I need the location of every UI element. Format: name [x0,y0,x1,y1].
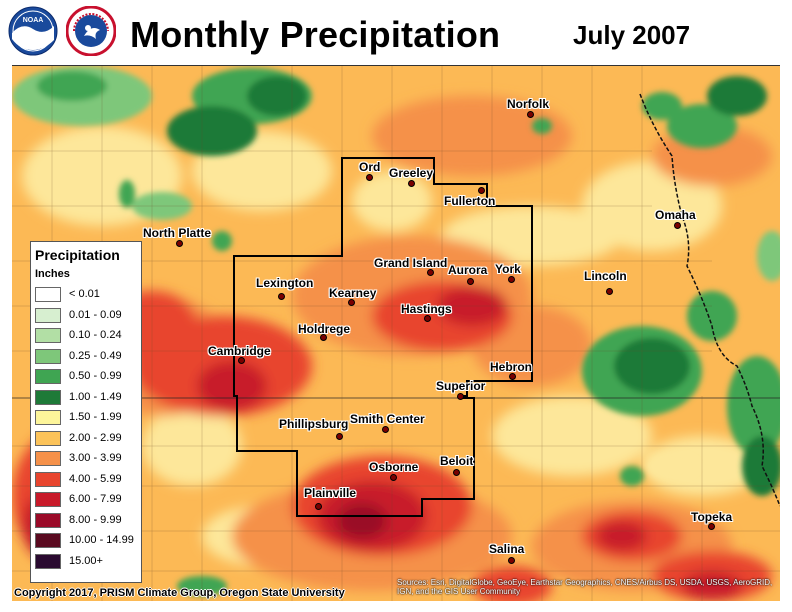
legend-label: 15.00+ [69,554,103,567]
city-marker [408,180,415,187]
city-label-smith-center: Smith Center [350,412,425,426]
legend-units: Inches [35,268,70,280]
city-marker [424,315,431,322]
city-marker [606,288,613,295]
city-marker [390,474,397,481]
map-date: July 2007 [573,20,691,50]
nws-logo [65,5,117,57]
legend-label: 0.25 - 0.49 [69,349,122,362]
city-marker [336,433,343,440]
city-label-greeley: Greeley [389,166,434,180]
city-label-omaha: Omaha [655,208,696,222]
legend-label: 10.00 - 14.99 [69,534,134,546]
city-marker [427,269,434,276]
city-label-osborne: Osborne [369,460,419,474]
city-label-salina: Salina [489,542,525,556]
city-label-york: York [495,262,521,276]
city-marker [453,469,460,476]
city-label-phillipsburg: Phillipsburg [279,417,349,431]
city-label-kearney: Kearney [329,286,377,300]
legend-label: 1.50 - 1.99 [69,411,122,423]
city-marker [366,174,373,181]
legend-label: 2.00 - 2.99 [69,431,122,444]
city-marker [278,293,285,300]
city-label-hebron: Hebron [490,360,532,374]
city-label-norfolk: Norfolk [507,97,549,111]
city-marker [508,276,515,283]
city-label-beloit: Beloit [440,454,474,468]
legend-label: 8.00 - 9.99 [69,513,122,526]
legend-swatch [35,287,61,302]
city-label-lexington: Lexington [256,276,314,290]
city-label-topeka: Topeka [691,510,733,524]
city-label-hastings: Hastings [401,302,452,316]
city-label-lincoln: Lincoln [584,269,627,283]
city-label-cambridge: Cambridge [208,344,271,358]
city-marker [382,426,389,433]
legend-swatch [35,471,61,487]
legend-swatch [35,328,61,343]
city-marker [315,503,322,510]
legend-swatch [35,307,61,323]
legend-swatch [35,369,61,384]
legend-swatch [35,389,61,405]
legend-label: < 0.01 [69,288,100,300]
city-label-north-platte: North Platte [143,226,212,240]
city-label-grand-island: Grand Island [374,256,448,270]
legend-swatch [35,553,61,569]
map-sources-text: Sources: Esri, DigitalGlobe, GeoEye, Ear… [397,578,773,596]
legend-label: 3.00 - 3.99 [69,452,122,464]
city-marker [348,299,355,306]
city-marker [527,111,534,118]
noaa-logo-text: NOAA [23,17,44,24]
city-label-fullerton: Fullerton [444,194,496,208]
legend-label: 6.00 - 7.99 [69,493,122,505]
city-label-plainville: Plainville [304,486,357,500]
city-label-aurora: Aurora [448,263,488,277]
legend-label: 0.50 - 0.99 [69,370,122,382]
city-marker [708,523,715,530]
copyright-text: Copyright 2017, PRISM Climate Group, Ore… [14,587,345,599]
legend-swatch [35,430,61,446]
header: NOAA Monthly Precipitation July 2007 [0,0,792,64]
city-marker [176,240,183,247]
legend-swatch [35,348,61,364]
legend-swatch [35,410,61,425]
legend-label: 1.00 - 1.49 [69,390,122,403]
city-label-ord: Ord [359,160,381,174]
noaa-logo: NOAA [8,6,58,56]
city-marker [478,187,485,194]
map-legend: Precipitation Inches < 0.01 0.01 - 0.09 0.… [30,241,142,583]
city-marker [674,222,681,229]
page-title: Monthly Precipitation [130,14,501,55]
city-marker [238,357,245,364]
legend-swatch [35,512,61,528]
city-label-holdrege: Holdrege [298,322,351,336]
city-marker [509,373,516,380]
legend-title: Precipitation [35,247,120,263]
city-marker [320,334,327,341]
city-label-superior: Superior [436,379,486,393]
legend-swatch [35,492,61,507]
city-marker [457,393,464,400]
city-marker [467,278,474,285]
legend-swatch [35,451,61,466]
legend-label: 0.01 - 0.09 [69,308,122,321]
legend-label: 4.00 - 5.99 [69,472,122,485]
legend-label: 0.10 - 0.24 [69,329,122,341]
legend-swatch [35,533,61,548]
city-marker [508,557,515,564]
